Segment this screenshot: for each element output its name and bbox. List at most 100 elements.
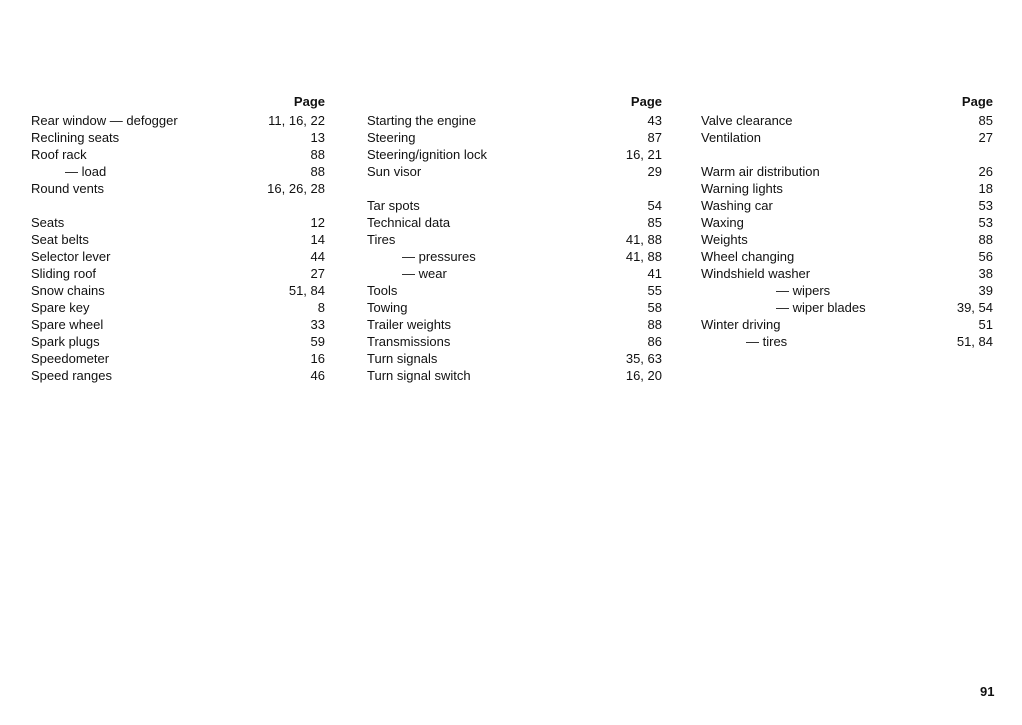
index-pages: 88 [310, 147, 325, 162]
index-pages: 27 [310, 266, 325, 281]
index-term: Rear window — defogger [31, 113, 178, 128]
index-term: Steering [367, 130, 416, 145]
index-entry: — wiper blades 39, 54 [701, 299, 993, 316]
index-term: Round vents [31, 181, 104, 196]
index-pages: 18 [978, 181, 993, 196]
index-entry: Tar spots 54 [367, 197, 662, 214]
index-term: Winter driving [701, 317, 781, 332]
index-pages: 26 [978, 164, 993, 179]
index-pages: 16, 21 [625, 147, 662, 162]
index-pages: 46 [310, 368, 325, 383]
index-entry: Sun visor 29 [367, 163, 662, 180]
index-pages: 55 [647, 283, 662, 298]
index-entry: Wheel changing 56 [701, 248, 993, 265]
index-pages: 56 [978, 249, 993, 264]
index-term: Weights [701, 232, 748, 247]
index-entry: Selector lever 44 [31, 248, 325, 265]
index-entry: Technical data 85 [367, 214, 662, 231]
index-entry: Turn signals 35, 63 [367, 350, 662, 367]
index-term: Spark plugs [31, 334, 100, 349]
index-pages: 85 [978, 113, 993, 128]
index-pages: 51, 84 [288, 283, 325, 298]
index-term: Tires [367, 232, 396, 247]
index-term: Turn signal switch [367, 368, 471, 383]
index-entry: Transmissions 86 [367, 333, 662, 350]
index-term: Technical data [367, 215, 451, 230]
index-pages: 41, 88 [625, 249, 662, 264]
index-column-1: Page Rear window — defogger 11, 16, 22 Rec… [31, 93, 325, 384]
index-pages: 51 [978, 317, 993, 332]
index-term: Seats [31, 215, 65, 230]
index-entry: Steering/ignition lock 16, 21 [367, 146, 662, 163]
index-term: Tar spots [367, 198, 420, 213]
index-entry: Spare wheel 33 [31, 316, 325, 333]
index-term: Steering/ignition lock [367, 147, 487, 162]
index-term: Windshield washer [701, 266, 811, 281]
index-term: Spare wheel [31, 317, 104, 332]
page-header-label: Page [630, 94, 662, 109]
index-term: Valve clearance [701, 113, 793, 128]
index-pages: 16 [310, 351, 325, 366]
index-pages: 88 [978, 232, 993, 247]
index-term: Transmissions [367, 334, 451, 349]
index-term: — wiper blades [776, 300, 866, 315]
index-term: — pressures [402, 249, 476, 264]
index-pages: 14 [310, 232, 325, 247]
index-entry: Steering 87 [367, 129, 662, 146]
index-spacer [367, 180, 662, 197]
index-pages: 87 [647, 130, 662, 145]
index-entry: Rear window — defogger 11, 16, 22 [31, 112, 325, 129]
index-pages: 27 [978, 130, 993, 145]
index-entry: — load 88 [31, 163, 325, 180]
index-term: — tires [746, 334, 788, 349]
page-header-label: Page [961, 94, 993, 109]
index-term: — load [65, 164, 107, 179]
index-term: Trailer weights [367, 317, 452, 332]
index-entry: Winter driving 51 [701, 316, 993, 333]
index-term: Wheel changing [701, 249, 795, 264]
index-term: — wipers [776, 283, 831, 298]
index-column-3: Page Valve clearance 85 Ventilation 27 Warm … [701, 93, 993, 350]
page-header-label: Page [293, 94, 325, 109]
index-pages: 33 [310, 317, 325, 332]
index-pages: 44 [310, 249, 325, 264]
index-pages: 54 [647, 198, 662, 213]
index-entry: Tires 41, 88 [367, 231, 662, 248]
index-entry: Spark plugs 59 [31, 333, 325, 350]
index-entry: Roof rack 88 [31, 146, 325, 163]
index-entry: Warm air distribution 26 [701, 163, 993, 180]
index-entry: Seats 12 [31, 214, 325, 231]
index-pages: 8 [317, 300, 325, 315]
index-entry: Warning lights 18 [701, 180, 993, 197]
index-pages: 58 [647, 300, 662, 315]
index-term: Speedometer [31, 351, 110, 366]
index-term: Speed ranges [31, 368, 112, 383]
index-term: Seat belts [31, 232, 89, 247]
index-term: Warm air distribution [701, 164, 820, 179]
index-entry: — tires 51, 84 [701, 333, 993, 350]
index-entry: Trailer weights 88 [367, 316, 662, 333]
index-pages: 53 [978, 198, 993, 213]
index-pages: 86 [647, 334, 662, 349]
index-term: — wear [402, 266, 447, 281]
index-term: Sliding roof [31, 266, 97, 281]
index-entry: Valve clearance 85 [701, 112, 993, 129]
index-entry: Sliding roof 27 [31, 265, 325, 282]
index-entry: Turn signal switch 16, 20 [367, 367, 662, 384]
index-entry: — wipers 39 [701, 282, 993, 299]
index-term: Spare key [31, 300, 90, 315]
index-spacer [31, 197, 325, 214]
index-pages: 88 [647, 317, 662, 332]
index-entry: Waxing 53 [701, 214, 993, 231]
index-term: Snow chains [31, 283, 105, 298]
index-entry: Tools 55 [367, 282, 662, 299]
index-spacer [701, 146, 993, 163]
index-term: Washing car [701, 198, 773, 213]
index-entry: Towing 58 [367, 299, 662, 316]
index-entry: Weights 88 [701, 231, 993, 248]
index-entry: — wear 41 [367, 265, 662, 282]
index-term: Warning lights [701, 181, 783, 196]
index-term: Starting the engine [367, 113, 477, 128]
index-term: Sun visor [367, 164, 422, 179]
index-term: Turn signals [367, 351, 438, 366]
